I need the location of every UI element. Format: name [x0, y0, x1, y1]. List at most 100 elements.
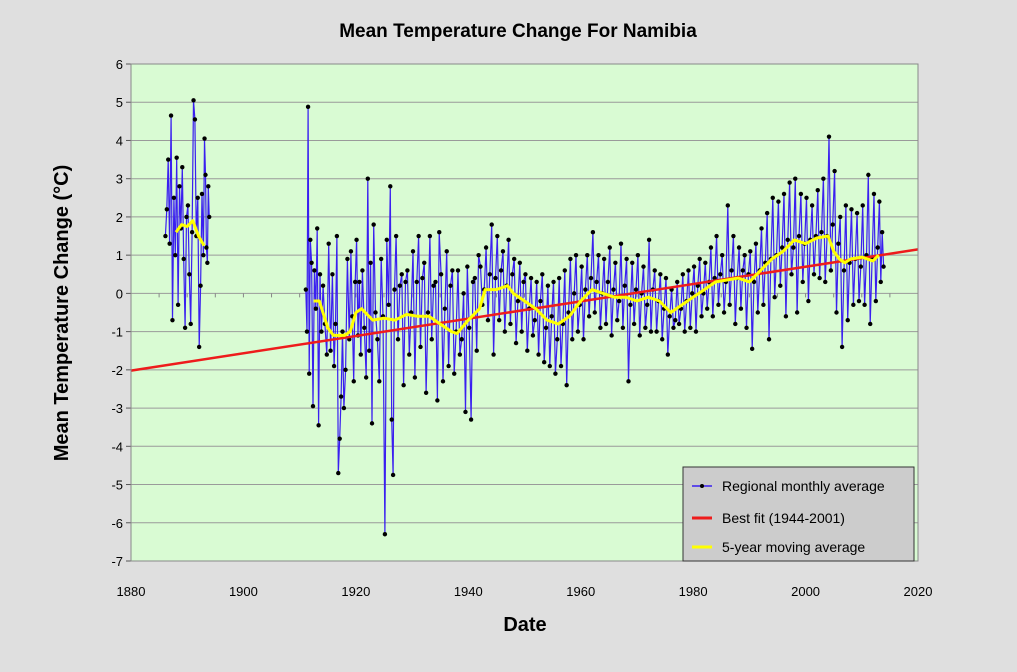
monthly-point [716, 302, 721, 308]
monthly-point [337, 436, 342, 441]
monthly-point [205, 260, 210, 265]
monthly-point [360, 268, 365, 273]
legend-ma-label: 5-year moving average [722, 539, 865, 555]
monthly-point [313, 306, 319, 311]
monthly-point [860, 203, 865, 208]
monthly-point [525, 348, 530, 353]
monthly-point [789, 272, 794, 277]
monthly-point [401, 382, 406, 388]
monthly-point [794, 310, 800, 315]
monthly-point [868, 321, 873, 327]
monthly-point [603, 321, 609, 327]
monthly-point [641, 264, 646, 269]
monthly-point [823, 279, 828, 285]
monthly-point [598, 325, 603, 330]
monthly-point [362, 325, 367, 330]
monthly-point [523, 272, 528, 277]
monthly-point [357, 279, 362, 285]
monthly-point [594, 279, 599, 285]
monthly-point [320, 283, 326, 288]
x-tick-label: 1980 [679, 584, 708, 599]
monthly-point [665, 352, 671, 357]
monthly-point [429, 337, 434, 342]
monthly-point [452, 371, 457, 376]
y-tick-label: 4 [116, 133, 123, 148]
monthly-point [759, 226, 764, 231]
monthly-point [719, 252, 725, 258]
monthly-point [330, 272, 335, 277]
monthly-point [336, 470, 341, 476]
monthly-point [168, 113, 174, 118]
monthly-point [195, 195, 200, 201]
monthly-point [645, 302, 650, 308]
monthly-point [517, 260, 523, 265]
y-tick-label: 1 [116, 248, 123, 263]
monthly-point [515, 298, 521, 304]
monthly-point [826, 134, 832, 139]
monthly-point [367, 348, 372, 353]
y-tick-label: -7 [111, 554, 123, 569]
monthly-point [422, 260, 427, 265]
monthly-point [463, 409, 468, 415]
y-tick-label: -3 [111, 401, 123, 416]
monthly-point [871, 191, 877, 197]
monthly-point [680, 272, 686, 277]
monthly-point [744, 325, 749, 330]
monthly-point [596, 252, 601, 258]
y-tick-label: 5 [116, 95, 123, 110]
monthly-point [704, 306, 710, 311]
monthly-point [766, 337, 772, 342]
monthly-point [177, 184, 182, 189]
monthly-point [877, 199, 882, 204]
monthly-point [328, 348, 333, 353]
monthly-point [703, 260, 708, 265]
monthly-point [382, 532, 388, 537]
monthly-point [528, 275, 534, 281]
x-tick-label: 2000 [791, 584, 820, 599]
monthly-point [418, 344, 423, 350]
monthly-point [536, 352, 541, 357]
monthly-point [474, 348, 479, 353]
monthly-point [343, 367, 348, 373]
monthly-point [658, 272, 663, 277]
monthly-point [618, 241, 624, 246]
monthly-point [710, 314, 716, 319]
monthly-point [828, 268, 834, 273]
monthly-point [751, 279, 757, 285]
monthly-point [862, 302, 867, 308]
monthly-point [341, 405, 347, 411]
monthly-point [345, 256, 350, 262]
monthly-point [630, 260, 635, 265]
monthly-point [590, 230, 596, 235]
monthly-point [207, 214, 212, 220]
monthly-point [605, 279, 611, 285]
monthly-point [547, 363, 552, 369]
monthly-point [570, 337, 575, 342]
monthly-point [365, 176, 371, 181]
monthly-point [390, 472, 396, 478]
monthly-point [586, 314, 592, 319]
monthly-point [727, 302, 732, 308]
monthly-point [399, 272, 404, 277]
y-tick-label: -4 [111, 439, 123, 454]
monthly-point [483, 245, 489, 250]
monthly-point [881, 264, 886, 269]
monthly-point [175, 302, 181, 308]
y-tick-label: 2 [116, 210, 123, 225]
monthly-point [866, 172, 871, 178]
monthly-point [779, 245, 785, 250]
monthly-point [375, 337, 380, 342]
monthly-point [551, 279, 556, 285]
x-tick-labels: 1880 1900 1920 1940 1960 1980 2000 2020 [117, 584, 933, 599]
legend-monthly-marker [700, 484, 704, 488]
monthly-point [633, 287, 639, 292]
monthly-point [310, 403, 316, 409]
monthly-point [635, 252, 641, 258]
monthly-point [601, 256, 607, 262]
monthly-point [643, 325, 648, 330]
monthly-point [579, 264, 584, 269]
monthly-point [613, 260, 618, 265]
monthly-point [646, 237, 652, 243]
monthly-point [395, 337, 401, 342]
